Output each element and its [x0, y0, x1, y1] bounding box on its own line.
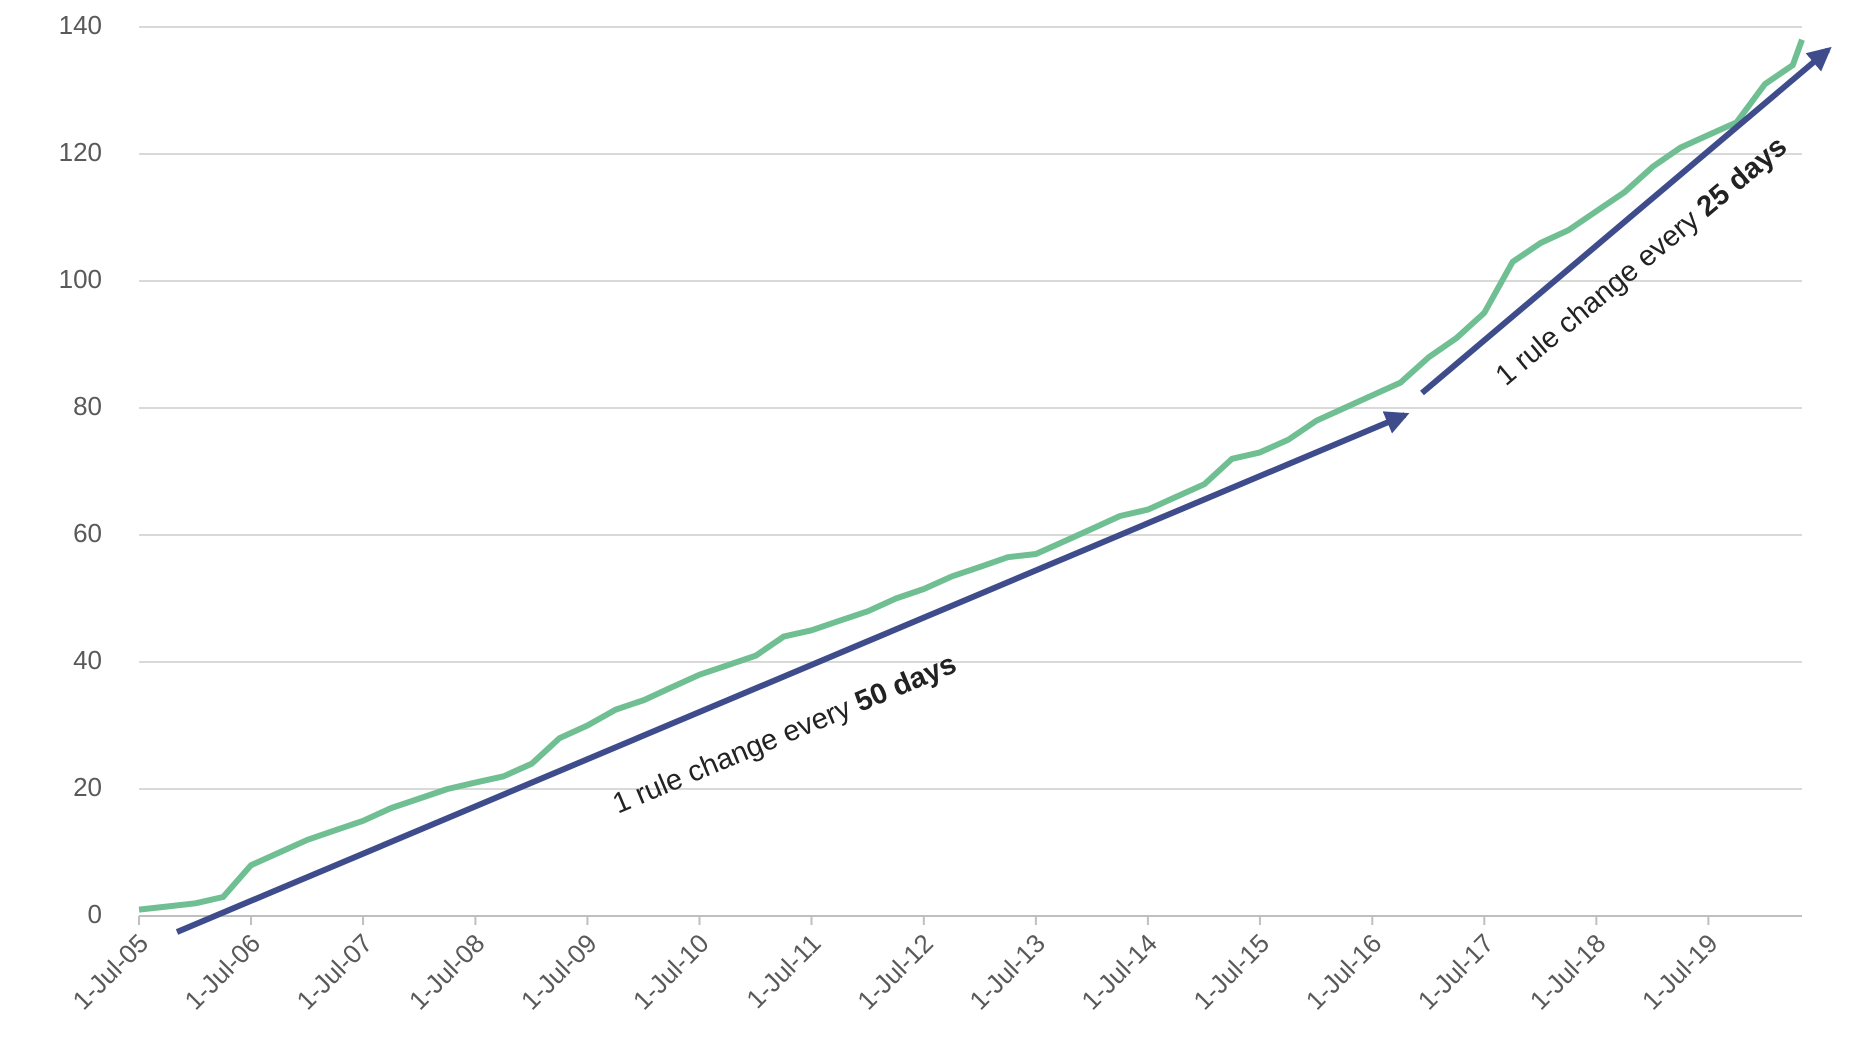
- y-tick-label: 120: [59, 137, 102, 167]
- data-line: [138, 38, 1805, 913]
- y-tick-label: 60: [73, 518, 102, 548]
- annotation-text: 1 rule change every: [608, 689, 863, 820]
- annotation-text: 1 rule change every: [1489, 198, 1711, 391]
- y-tick-label: 0: [88, 899, 102, 929]
- x-tick-label: 1-Jul-07: [291, 928, 379, 1016]
- annotation: 1 rule change every 25 days: [1489, 130, 1792, 392]
- x-tick-label: 1-Jul-12: [851, 928, 939, 1016]
- y-tick-label: 40: [73, 645, 102, 675]
- x-tick-label: 1-Jul-18: [1524, 928, 1612, 1016]
- x-tick-label: 1-Jul-13: [963, 928, 1051, 1016]
- x-tick-label: 1-Jul-11: [740, 928, 826, 1014]
- y-tick-label: 100: [59, 264, 102, 294]
- x-tick-label: 1-Jul-15: [1187, 928, 1275, 1016]
- annotation-bold: 25 days: [1691, 130, 1793, 223]
- x-tick-label: 1-Jul-16: [1300, 928, 1388, 1016]
- x-tick-label: 1-Jul-17: [1412, 928, 1500, 1016]
- x-tick-label: 1-Jul-08: [403, 928, 491, 1016]
- x-tick-label: 1-Jul-10: [627, 928, 715, 1016]
- y-tick-label: 140: [59, 10, 102, 40]
- x-tick-label: 1-Jul-14: [1075, 928, 1163, 1016]
- annotation-bold: 50 days: [850, 647, 961, 718]
- x-tick-label: 1-Jul-19: [1636, 928, 1724, 1016]
- x-tick-label: 1-Jul-06: [179, 928, 267, 1016]
- x-tick-label: 1-Jul-05: [66, 928, 154, 1016]
- trend-arrow: [1420, 46, 1832, 396]
- trend-arrow: [175, 411, 1410, 935]
- x-tick-label: 1-Jul-09: [515, 928, 603, 1016]
- grid: [138, 26, 1805, 925]
- y-tick-label: 80: [73, 391, 102, 421]
- y-tick-label: 20: [73, 772, 102, 802]
